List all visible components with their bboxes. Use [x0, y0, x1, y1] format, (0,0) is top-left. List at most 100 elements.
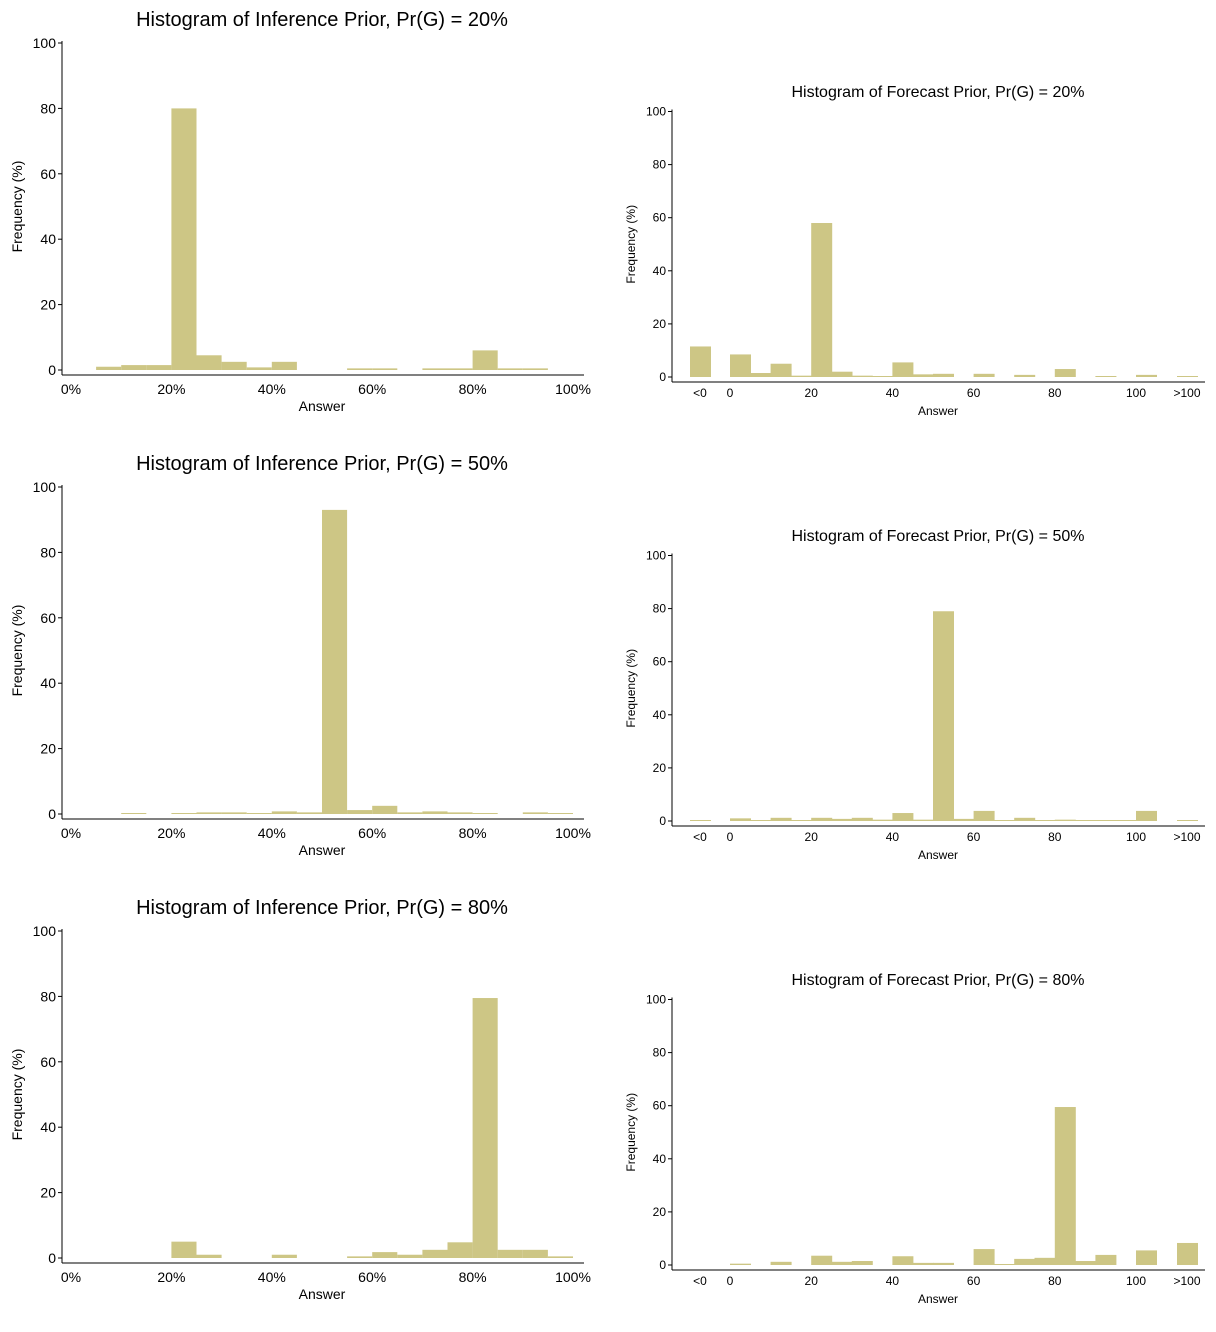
histogram-bar-15: [522, 368, 548, 370]
histogram-bar-11: [912, 819, 934, 821]
histogram-bar-8: [933, 1262, 954, 1265]
y-tick-label: 80: [653, 1046, 667, 1060]
histogram-bar-2: [770, 1261, 792, 1265]
histogram-bar-10: [892, 362, 914, 377]
x-tick-label: 0: [727, 1274, 734, 1288]
y-tick-label: 60: [40, 1054, 56, 1070]
histogram-bar-5: [372, 1252, 398, 1258]
y-tick-label: 0: [659, 370, 666, 384]
histogram-bar-5: [196, 355, 222, 370]
y-axis-label: Frequency (%): [624, 1093, 638, 1172]
histogram-panel-2: Histogram of Forecast Prior, Pr(G) = 20%…: [624, 84, 1205, 418]
histogram-bar-15: [993, 820, 1015, 821]
histogram-bar-15: [1095, 1254, 1117, 1265]
x-tick-label: >100: [1173, 386, 1200, 400]
y-tick-label: 80: [40, 988, 56, 1004]
y-tick-label: 40: [653, 708, 667, 722]
x-axis-label: Answer: [918, 848, 958, 862]
histogram-bar-11: [422, 368, 448, 370]
x-tick-label: 0%: [61, 1269, 81, 1285]
y-tick-label: 0: [48, 806, 56, 822]
histogram-bar-10: [497, 1249, 523, 1258]
x-tick-label: 20: [805, 830, 819, 844]
histogram-bar-16: [547, 813, 573, 814]
histogram-bar-18: [1177, 376, 1198, 377]
y-tick-label: 40: [40, 231, 56, 247]
x-tick-label: 40%: [258, 825, 286, 841]
x-tick-label: 60%: [358, 381, 386, 397]
histogram-bar-1: [690, 820, 711, 821]
histogram-bar-1: [690, 346, 711, 377]
x-tick-label: 80%: [459, 825, 487, 841]
y-axis-label: Frequency (%): [624, 205, 638, 284]
histogram-bar-4: [221, 812, 247, 814]
histogram-bar-3: [146, 365, 172, 370]
histogram-bar-1: [96, 366, 122, 370]
histogram-bar-5: [851, 1261, 873, 1265]
histogram-bar-9: [347, 810, 373, 814]
histogram-bar-1: [121, 813, 147, 814]
x-tick-label: 60: [967, 830, 981, 844]
histogram-bar-14: [497, 368, 523, 370]
histogram-bar-7: [422, 1249, 448, 1258]
histogram-bar-7: [246, 367, 272, 370]
histogram-bar-14: [973, 810, 995, 821]
y-tick-label: 20: [653, 1205, 667, 1219]
histogram-bar-14: [472, 813, 498, 814]
histogram-bar-11: [397, 812, 423, 814]
histogram-bar-3: [811, 1255, 833, 1265]
x-tick-label: 0%: [61, 381, 81, 397]
x-tick-label: 60%: [358, 825, 386, 841]
y-tick-label: 100: [646, 993, 666, 1007]
y-tick-label: 20: [40, 741, 56, 757]
x-tick-label: 40: [886, 1274, 900, 1288]
x-tick-label: 100: [1126, 1274, 1146, 1288]
histogram-bar-20: [1095, 820, 1117, 821]
y-tick-label: 100: [33, 923, 57, 939]
histogram-bar-12: [933, 373, 954, 377]
histogram-bar-18: [1054, 819, 1076, 821]
histogram-bar-17: [1034, 820, 1056, 821]
y-tick-label: 40: [40, 675, 56, 691]
histogram-bar-9: [347, 368, 373, 370]
histogram-bar-11: [522, 1249, 548, 1258]
histogram-bar-4: [831, 1261, 853, 1265]
x-tick-label: 20: [805, 386, 819, 400]
histogram-bar-6: [397, 1254, 423, 1258]
histogram-bar-4: [347, 1256, 373, 1258]
histogram-bar-19: [1075, 820, 1097, 821]
histogram-bar-9: [973, 1249, 995, 1265]
histogram-bar-3: [271, 1254, 297, 1258]
y-tick-label: 0: [48, 362, 56, 378]
x-tick-label: 80: [1048, 386, 1062, 400]
chart-title: Histogram of Inference Prior, Pr(G) = 80…: [136, 897, 508, 919]
y-axis-label: Frequency (%): [9, 605, 25, 697]
histogram-bar-4: [770, 817, 792, 821]
x-tick-label: 20%: [157, 825, 185, 841]
histogram-bar-3: [750, 373, 772, 377]
chart-title: Histogram of Inference Prior, Pr(G) = 50…: [136, 453, 508, 475]
histogram-panel-1: Histogram of Inference Prior, Pr(G) = 20…: [9, 9, 591, 414]
x-tick-label: >100: [1173, 1274, 1200, 1288]
y-tick-label: 0: [659, 814, 666, 828]
y-tick-label: 60: [40, 610, 56, 626]
histogram-bar-5: [246, 813, 272, 814]
y-tick-label: 100: [33, 35, 57, 51]
histogram-bar-10: [993, 1264, 1015, 1265]
histogram-bar-22: [1136, 810, 1157, 821]
histogram-bar-6: [811, 817, 833, 821]
histogram-bar-10: [892, 813, 914, 821]
histogram-bar-5: [790, 820, 812, 821]
y-tick-label: 40: [40, 1119, 56, 1135]
x-tick-label: 80%: [459, 381, 487, 397]
histogram-bar-13: [953, 818, 975, 821]
x-tick-label: 60: [967, 386, 981, 400]
x-tick-label: 100: [1126, 830, 1146, 844]
x-axis-label: Answer: [299, 842, 346, 858]
histogram-bar-14: [1075, 1261, 1097, 1265]
histogram-bar-8: [851, 817, 873, 821]
y-tick-label: 20: [653, 317, 667, 331]
y-tick-label: 80: [653, 158, 667, 172]
histogram-bar-7: [831, 818, 853, 821]
y-tick-label: 60: [653, 1099, 667, 1113]
